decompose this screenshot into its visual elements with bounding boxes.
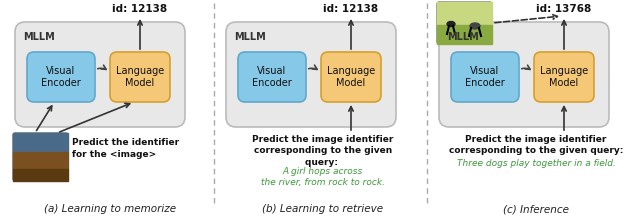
Bar <box>437 25 492 44</box>
Text: Visual
Encoder: Visual Encoder <box>41 66 81 88</box>
FancyBboxPatch shape <box>15 22 185 127</box>
Text: Predict the identifier
for the <image>: Predict the identifier for the <image> <box>72 138 179 159</box>
Text: Three dogs play together in a field.: Three dogs play together in a field. <box>456 159 616 168</box>
Text: MLLM: MLLM <box>234 32 266 42</box>
Text: Predict the image identifier
corresponding to the given
query:: Predict the image identifier correspondi… <box>252 135 394 167</box>
Text: id: 12138: id: 12138 <box>113 4 168 14</box>
Text: Visual
Encoder: Visual Encoder <box>252 66 292 88</box>
Ellipse shape <box>470 23 480 29</box>
Text: Language
Model: Language Model <box>327 66 375 88</box>
FancyBboxPatch shape <box>13 133 68 181</box>
Text: MLLM: MLLM <box>447 32 479 42</box>
Text: (b) Learning to retrieve: (b) Learning to retrieve <box>262 204 383 214</box>
Text: id: 13768: id: 13768 <box>536 4 591 14</box>
FancyBboxPatch shape <box>27 52 95 102</box>
FancyBboxPatch shape <box>534 52 594 102</box>
Bar <box>13 152 68 169</box>
FancyBboxPatch shape <box>437 2 492 44</box>
Text: Predict the image identifier
corresponding to the given query:: Predict the image identifier correspondi… <box>449 135 623 155</box>
Text: (a) Learning to memorize: (a) Learning to memorize <box>44 204 176 214</box>
Text: A girl hops across
the river, from rock to rock.: A girl hops across the river, from rock … <box>261 167 385 187</box>
Text: Language
Model: Language Model <box>540 66 588 88</box>
FancyBboxPatch shape <box>238 52 306 102</box>
FancyBboxPatch shape <box>226 22 396 127</box>
Bar <box>13 133 68 152</box>
Text: (c) Inference: (c) Inference <box>503 204 569 214</box>
FancyBboxPatch shape <box>110 52 170 102</box>
Bar <box>437 2 492 25</box>
FancyBboxPatch shape <box>451 52 519 102</box>
Text: MLLM: MLLM <box>23 32 55 42</box>
Ellipse shape <box>447 22 455 27</box>
Text: Language
Model: Language Model <box>116 66 164 88</box>
FancyBboxPatch shape <box>321 52 381 102</box>
Bar <box>13 169 68 181</box>
Text: id: 12138: id: 12138 <box>323 4 379 14</box>
FancyBboxPatch shape <box>439 22 609 127</box>
Text: Visual
Encoder: Visual Encoder <box>465 66 505 88</box>
